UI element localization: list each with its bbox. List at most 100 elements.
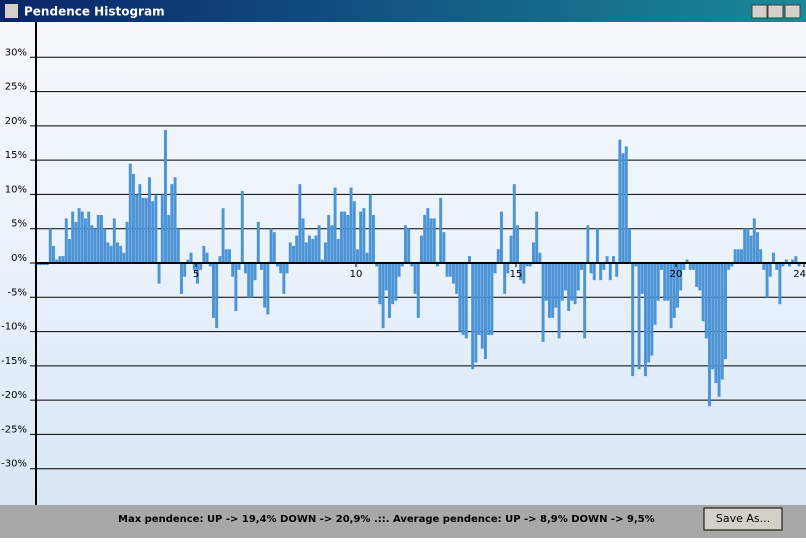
bar <box>397 263 401 277</box>
bar <box>176 228 180 263</box>
bar <box>260 263 263 270</box>
bar <box>589 263 593 274</box>
bar <box>167 215 171 263</box>
bar <box>170 184 174 263</box>
close-button[interactable] <box>784 4 801 19</box>
bar <box>656 263 660 301</box>
bar <box>308 235 311 263</box>
bar <box>180 263 183 294</box>
bar <box>186 259 190 263</box>
bar <box>640 263 644 294</box>
bar <box>612 256 615 263</box>
bar <box>669 263 673 329</box>
bar <box>509 235 513 263</box>
bar <box>544 263 548 301</box>
bar <box>516 225 519 263</box>
bar <box>237 263 241 270</box>
bar <box>295 235 299 263</box>
save-button[interactable] <box>703 507 783 531</box>
bar <box>708 263 711 407</box>
bar <box>519 263 523 281</box>
bar <box>151 201 155 263</box>
bar <box>733 249 737 263</box>
bar <box>532 242 535 263</box>
bar <box>311 239 315 263</box>
bar <box>560 263 564 301</box>
bar <box>410 263 414 267</box>
bar <box>324 242 327 263</box>
bar <box>272 232 276 263</box>
minimize-button[interactable] <box>751 4 768 19</box>
chart: -30% -25% -20% -15% -10% -5% 0% 5% 10% 15% 20% 25% 3… <box>1 22 806 505</box>
bar <box>292 245 295 263</box>
bar <box>164 129 167 263</box>
bar <box>420 235 423 263</box>
bar <box>631 263 635 377</box>
bar <box>794 256 798 263</box>
bar <box>506 263 510 274</box>
bar <box>36 263 39 266</box>
bar <box>132 173 135 263</box>
status-bar <box>0 505 806 538</box>
bar <box>199 263 203 270</box>
bar <box>522 263 526 284</box>
y-tick-label: -5% <box>8 287 27 298</box>
bar <box>266 263 270 315</box>
bar <box>615 263 619 277</box>
bar <box>55 259 59 263</box>
bar <box>87 211 91 263</box>
bar <box>413 263 417 294</box>
bar <box>717 263 721 397</box>
bar <box>666 263 670 301</box>
bar <box>212 263 215 318</box>
bar <box>189 252 193 263</box>
bar <box>525 263 529 267</box>
y-tick-label: 15% <box>5 150 27 161</box>
bar <box>320 259 324 263</box>
y-tick-label: -20% <box>1 390 27 401</box>
bar <box>202 245 206 263</box>
bar <box>45 263 49 266</box>
bar <box>628 228 631 263</box>
save-button-label[interactable]: Save As... <box>716 512 770 525</box>
bar <box>228 249 231 263</box>
y-tick-label: -30% <box>1 459 27 470</box>
bar <box>173 177 177 263</box>
bar <box>80 211 84 263</box>
bar <box>608 263 612 281</box>
bar <box>141 197 145 263</box>
bar <box>471 263 475 370</box>
bar <box>637 263 641 370</box>
bar <box>157 263 161 284</box>
bar <box>404 225 407 263</box>
bar <box>484 263 487 359</box>
bar <box>602 263 606 270</box>
bar <box>679 263 683 291</box>
bar <box>573 263 577 305</box>
bar <box>269 228 273 263</box>
bar <box>349 187 353 263</box>
bar <box>442 232 446 263</box>
bar <box>77 208 81 263</box>
bar <box>340 211 343 263</box>
bar <box>528 263 532 267</box>
bar <box>455 263 459 294</box>
bar <box>208 263 212 267</box>
bar <box>352 201 356 263</box>
bar <box>586 225 590 263</box>
bar <box>624 146 628 263</box>
bar <box>535 211 539 263</box>
bar <box>480 263 484 349</box>
bar <box>253 263 257 281</box>
bar <box>599 263 603 281</box>
x-tick-label: 15 <box>510 269 523 280</box>
bar <box>496 249 500 263</box>
maximize-button[interactable] <box>767 4 784 19</box>
bar <box>458 263 462 332</box>
bar <box>247 263 251 298</box>
bar <box>688 263 692 270</box>
bar <box>400 263 404 267</box>
bar <box>109 245 113 263</box>
y-tick-label: 5% <box>11 219 27 230</box>
